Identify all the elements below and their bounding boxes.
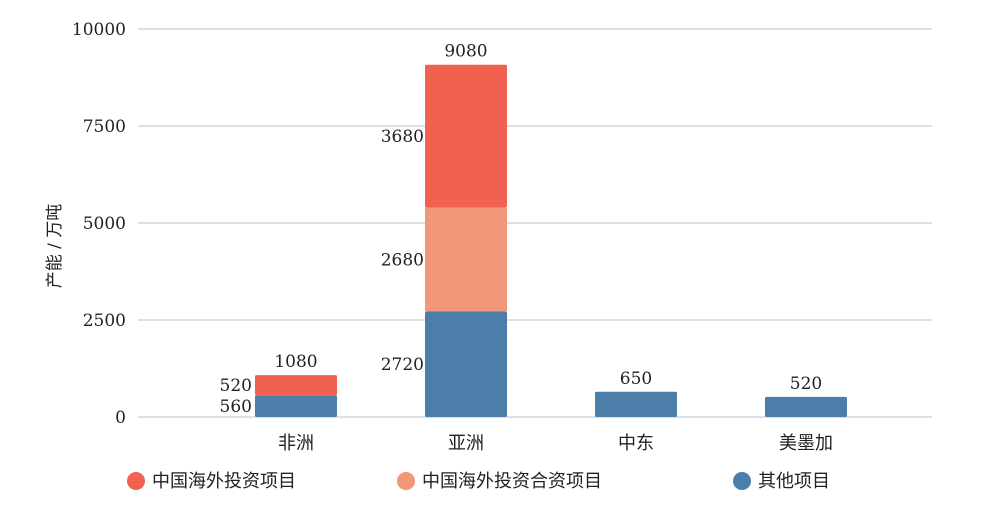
x-category-label: 美墨加 <box>779 433 833 454</box>
y-tick-label: 7500 <box>83 117 126 137</box>
bar-segment <box>425 207 507 312</box>
bar-segment <box>425 311 507 417</box>
y-axis-label: 产能 / 万吨 <box>45 204 65 289</box>
y-tick-label: 10000 <box>72 20 126 40</box>
total-value-label: 1080 <box>274 352 317 372</box>
segment-value-label: 520 <box>220 376 252 396</box>
y-tick-label: 2500 <box>83 311 126 331</box>
x-axis: 非洲 亚洲 中东 美墨加 <box>278 433 833 454</box>
x-category-label: 非洲 <box>278 433 314 454</box>
legend-item: 中国海外投资合资项目 <box>397 471 602 492</box>
segment-value-label: 560 <box>220 397 252 417</box>
bar-segment <box>595 391 677 417</box>
legend-swatch <box>733 472 751 490</box>
segment-value-label: 3680 <box>381 127 424 147</box>
legend-label: 中国海外投资合资项目 <box>422 471 602 492</box>
legend-label: 其他项目 <box>758 471 830 492</box>
x-category-label: 中东 <box>618 433 654 454</box>
grid-lines <box>138 28 932 418</box>
total-value-label: 650 <box>620 369 652 389</box>
bar-segment <box>425 64 507 208</box>
legend-label: 中国海外投资项目 <box>152 471 296 492</box>
bar-segment <box>765 396 847 417</box>
total-value-label: 520 <box>790 374 822 394</box>
segment-value-label: 2680 <box>381 250 424 270</box>
legend-item: 中国海外投资项目 <box>127 471 296 492</box>
y-axis: 0 2500 5000 7500 10000 <box>72 20 126 428</box>
total-value-label: 9080 <box>444 42 487 62</box>
x-category-label: 亚洲 <box>448 433 484 454</box>
legend-swatch <box>127 472 145 490</box>
y-tick-label: 5000 <box>83 214 126 234</box>
bar-segment <box>255 375 337 396</box>
legend: 中国海外投资项目 中国海外投资合资项目 其他项目 <box>127 471 830 492</box>
segment-value-label: 2720 <box>381 355 424 375</box>
legend-swatch <box>397 472 415 490</box>
legend-item: 其他项目 <box>733 471 830 492</box>
y-tick-label: 0 <box>115 408 126 428</box>
bar-segment <box>255 395 337 417</box>
